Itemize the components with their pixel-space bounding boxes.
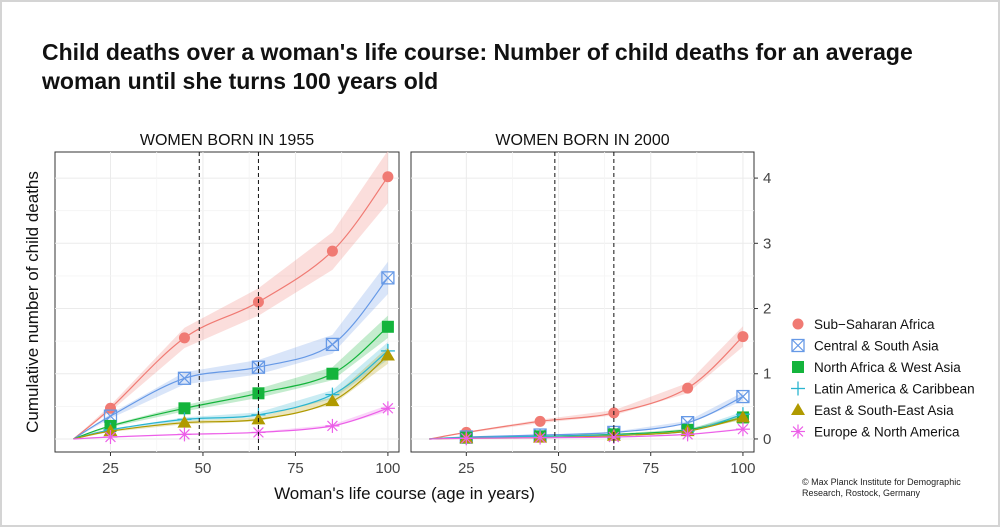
chart-title: Child deaths over a woman's life course:… (42, 39, 913, 94)
x-tick-label: 75 (287, 460, 304, 477)
series-band-5 (73, 347, 388, 439)
series-band-2 (73, 261, 388, 439)
data-point (737, 331, 749, 343)
x-tick-label: 100 (375, 460, 400, 477)
x-tick-label: 25 (458, 460, 475, 477)
y-tick-label: 4 (763, 170, 771, 187)
y-tick-label: 3 (763, 235, 771, 252)
legend-entry: Central & South Asia (814, 339, 939, 354)
data-point (251, 360, 266, 374)
data-point (103, 430, 118, 444)
legend-entry: Europe & North America (814, 425, 960, 440)
legend-marker (791, 403, 805, 415)
data-point (382, 171, 394, 183)
data-point (534, 415, 546, 427)
y-axis-title: Cumulative number of child deaths (23, 171, 42, 433)
data-point (325, 418, 340, 433)
data-point (735, 422, 750, 437)
data-point (178, 402, 191, 415)
x-axis-title: Woman's life course (age in years) (274, 484, 535, 503)
data-point (381, 320, 394, 333)
data-point (325, 394, 340, 407)
legend-entry: Latin America & Caribbean (814, 382, 975, 397)
x-tick-label: 50 (195, 460, 212, 477)
data-point (380, 401, 395, 416)
data-point (326, 367, 339, 380)
y-tick-label: 0 (763, 431, 771, 448)
data-point (682, 382, 694, 394)
x-tick-label: 100 (730, 460, 755, 477)
data-point (381, 271, 395, 285)
data-point (177, 371, 192, 385)
legend-entry: Sub−Saharan Africa (814, 317, 935, 332)
x-tick-label: 75 (642, 460, 659, 477)
data-point (680, 427, 695, 442)
credit-text: © Max Planck Institute for Demographic R… (802, 477, 961, 498)
legend-marker (791, 381, 805, 396)
legend-marker (792, 318, 804, 330)
data-point (326, 245, 338, 257)
legend-entry: North Africa & West Asia (814, 360, 961, 375)
panel-2-frame (410, 151, 755, 453)
y-tick-label: 1 (763, 366, 771, 383)
x-tick-label: 50 (550, 460, 567, 477)
data-point (177, 415, 192, 428)
data-point (177, 427, 192, 442)
legend-marker (792, 361, 804, 373)
panel-1-label: WOMEN BORN IN 1955 (140, 132, 314, 149)
data-point (104, 402, 116, 414)
panel-2-label: WOMEN BORN IN 2000 (495, 132, 669, 149)
data-point (735, 410, 750, 423)
data-point (736, 389, 750, 404)
data-point (533, 430, 548, 445)
y-tick-label: 2 (763, 301, 771, 318)
legend-marker (791, 424, 805, 439)
legend-entry: East & South-East Asia (814, 403, 954, 418)
x-tick-label: 25 (102, 460, 119, 477)
data-point (459, 431, 474, 446)
legend-marker (791, 338, 805, 353)
data-point (325, 337, 340, 352)
data-point (380, 348, 395, 361)
data-point (178, 332, 190, 344)
